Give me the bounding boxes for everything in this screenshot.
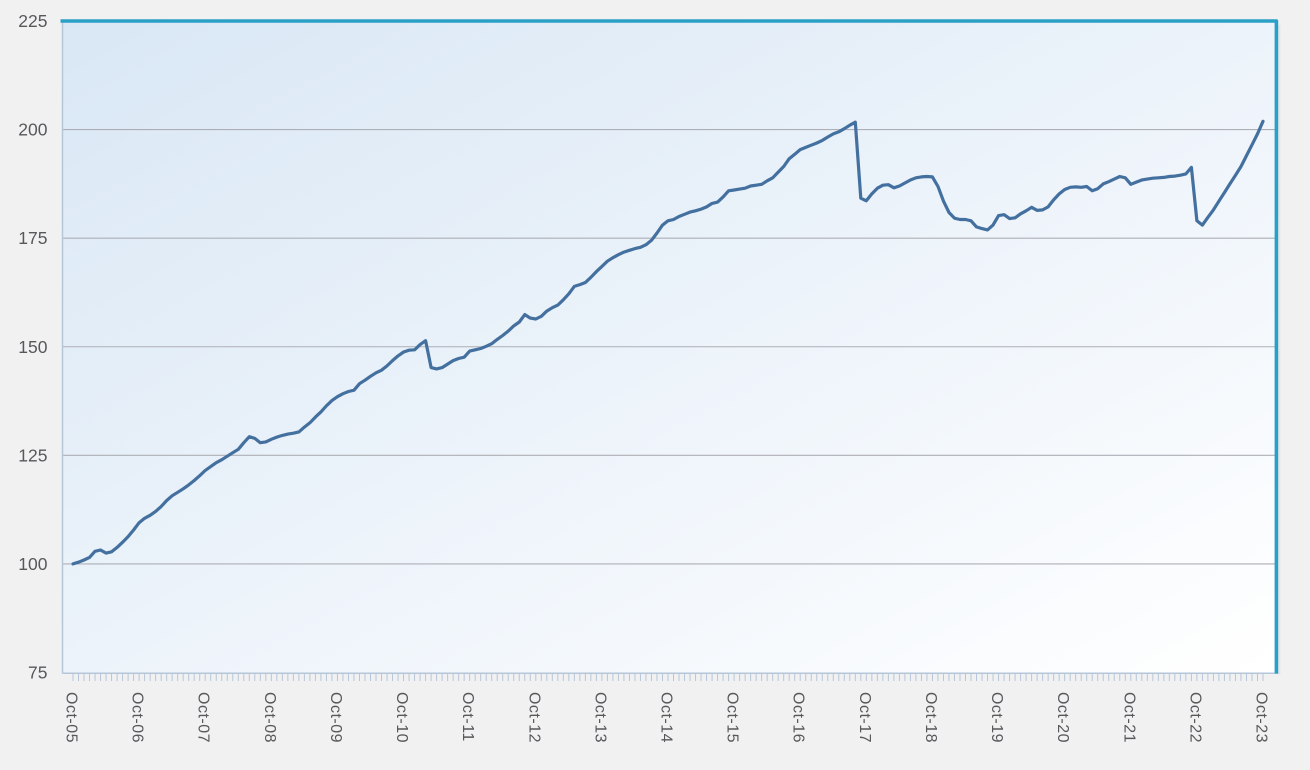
x-axis-label-Oct-17: Oct-17 — [856, 692, 873, 743]
x-axis-label-Oct-07: Oct-07 — [195, 692, 212, 743]
y-axis-label-150: 150 — [18, 337, 47, 357]
y-axis-label-75: 75 — [28, 663, 47, 683]
x-axis-label-Oct-08: Oct-08 — [261, 692, 278, 743]
x-axis-label-Oct-09: Oct-09 — [327, 692, 344, 743]
x-axis-label-Oct-23: Oct-23 — [1253, 692, 1270, 743]
x-axis-label-Oct-16: Oct-16 — [790, 692, 807, 743]
y-axis-label-225: 225 — [18, 11, 47, 31]
series-line — [71, 119, 1265, 566]
x-axis-label-Oct-12: Oct-12 — [525, 692, 542, 743]
y-axis-label-100: 100 — [18, 554, 47, 574]
x-axis-label-Oct-05: Oct-05 — [63, 692, 80, 743]
x-axis-label-Oct-22: Oct-22 — [1186, 692, 1203, 743]
y-axis-label-125: 125 — [18, 445, 47, 465]
x-axis-label-Oct-13: Oct-13 — [591, 692, 608, 743]
plot-accent-border — [60, 19, 1279, 674]
x-axis-label-Oct-06: Oct-06 — [129, 692, 146, 743]
x-axis-label-Oct-11: Oct-11 — [459, 692, 476, 742]
y-axis-label-175: 175 — [18, 228, 47, 248]
x-axis-label-Oct-10: Oct-10 — [393, 692, 410, 743]
y-axis-label-200: 200 — [18, 120, 47, 140]
x-axis-label-Oct-19: Oct-19 — [988, 692, 1005, 743]
x-axis-label-Oct-18: Oct-18 — [922, 692, 939, 743]
x-axis-label-Oct-15: Oct-15 — [724, 692, 741, 743]
x-axis-label-Oct-20: Oct-20 — [1054, 692, 1071, 743]
panel-shadow — [1278, 25, 1281, 675]
x-axis-label-Oct-14: Oct-14 — [658, 692, 675, 743]
x-axis-label-Oct-21: Oct-21 — [1120, 692, 1137, 743]
